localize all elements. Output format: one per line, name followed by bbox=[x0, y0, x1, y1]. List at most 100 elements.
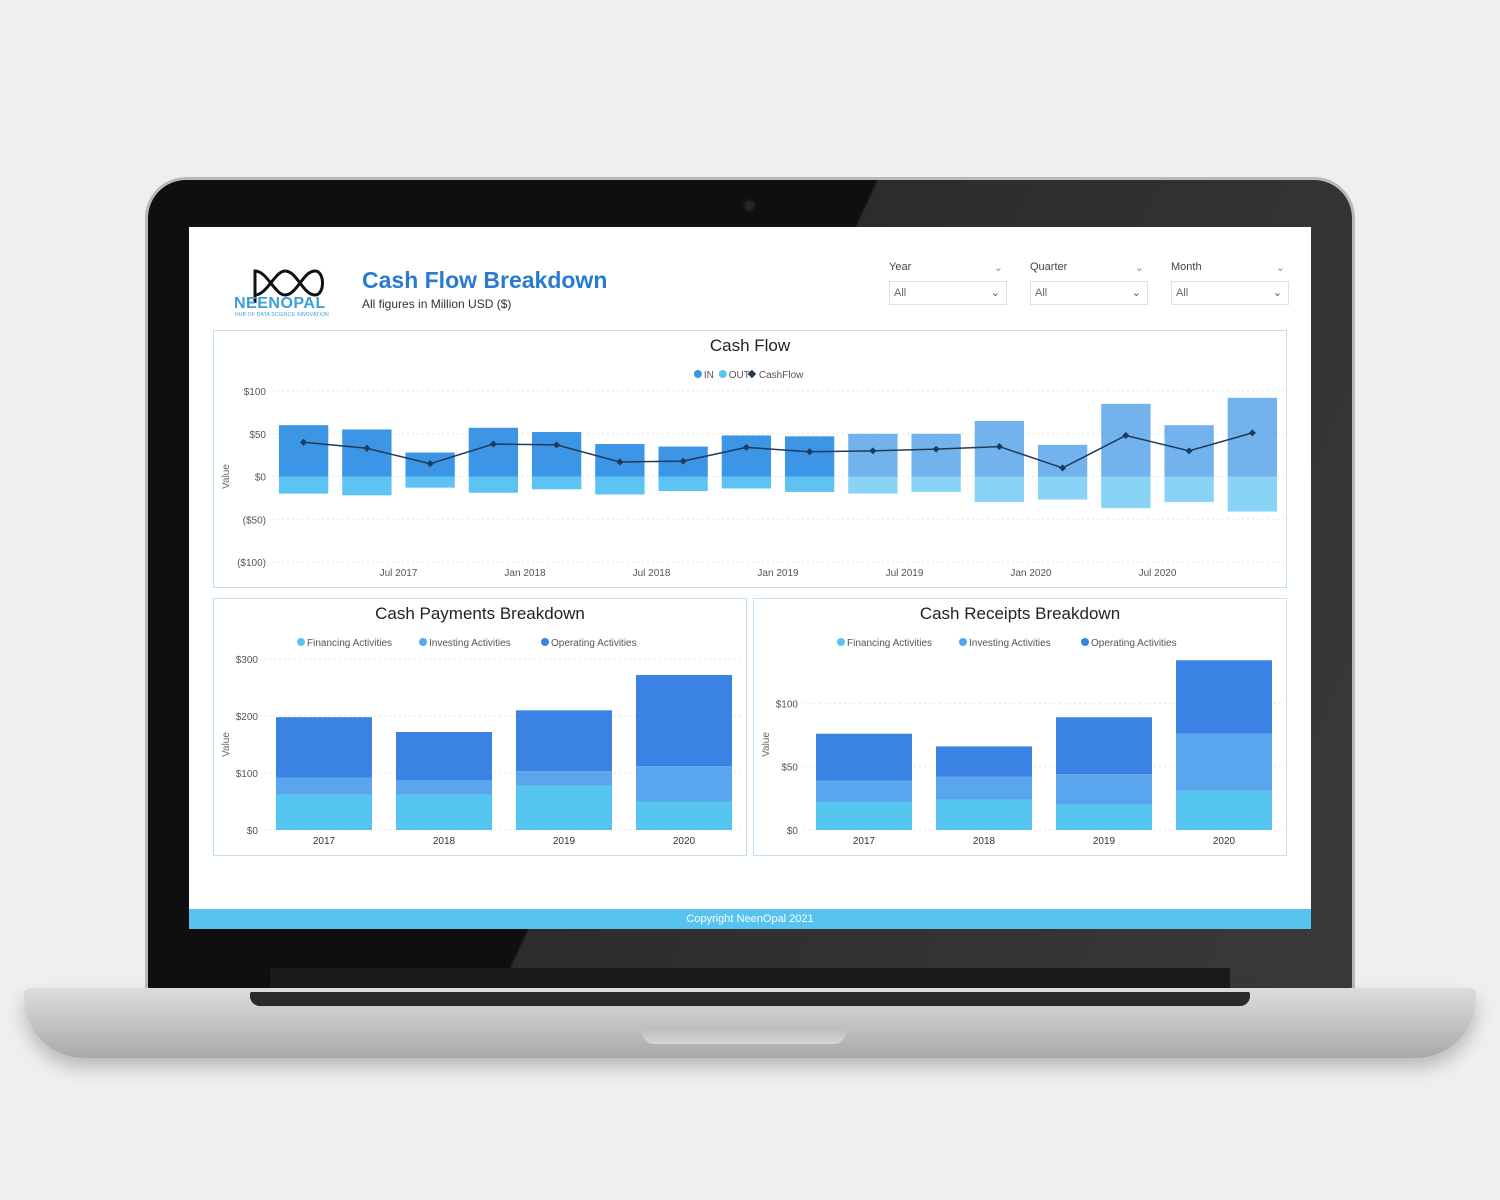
y-tick-label: $100 bbox=[236, 769, 259, 780]
x-tick-label: Jan 2018 bbox=[504, 568, 546, 579]
bar-out bbox=[1037, 476, 1088, 500]
chart-title: Cash Flow bbox=[710, 336, 791, 355]
bar-segment bbox=[1056, 717, 1152, 775]
month-slicer: Month ⌄ All ⌄ bbox=[1171, 261, 1289, 305]
x-tick-label: 2018 bbox=[433, 836, 456, 847]
y-tick-label: $200 bbox=[236, 712, 259, 723]
legend-label: Financing Activities bbox=[307, 638, 392, 649]
legend-marker bbox=[959, 638, 967, 646]
x-tick-label: Jul 2017 bbox=[380, 568, 418, 579]
x-tick-label: 2020 bbox=[1213, 836, 1236, 847]
chevron-down-icon: ⌄ bbox=[990, 287, 1000, 299]
bar-out bbox=[468, 476, 519, 493]
brand-tagline: HUB OF DATA SCIENCE INNOVATION bbox=[235, 312, 329, 318]
legend-label: Operating Activities bbox=[551, 638, 637, 649]
bar-segment bbox=[1176, 660, 1272, 734]
bar-segment bbox=[516, 771, 612, 786]
bar-segment bbox=[816, 780, 912, 803]
bar-out bbox=[595, 476, 645, 495]
x-tick-label: 2017 bbox=[853, 836, 876, 847]
cashflow-line bbox=[303, 432, 1253, 469]
year-dropdown-value: All bbox=[894, 287, 907, 299]
bar-in bbox=[848, 433, 898, 477]
cashflow-point bbox=[995, 443, 1003, 451]
cashflow-point bbox=[426, 460, 434, 468]
legend-label: Investing Activities bbox=[969, 638, 1051, 649]
bar-segment bbox=[636, 674, 732, 767]
bar-out bbox=[1101, 476, 1151, 509]
x-tick-label: 2019 bbox=[553, 836, 576, 847]
bar-segment bbox=[396, 794, 492, 830]
legend-label: Investing Activities bbox=[429, 638, 511, 649]
y-axis-title: Value bbox=[221, 732, 232, 757]
bar-segment bbox=[276, 794, 372, 830]
cash-flow-chart: Cash Flow IN OUT CashFlow Value $100 $50 $0 ($50… bbox=[221, 336, 1284, 579]
legend-label: Operating Activities bbox=[1091, 638, 1177, 649]
cash-receipts-chart: Cash Receipts Breakdown Financing Activit… bbox=[761, 604, 1284, 847]
bar-in bbox=[531, 432, 582, 477]
page-subtitle: All figures in Million USD ($) bbox=[362, 297, 512, 311]
bar-out bbox=[721, 476, 772, 489]
bar-segment bbox=[396, 780, 492, 795]
quarter-slicer-label: Quarter bbox=[1030, 261, 1068, 273]
year-slicer-label: Year bbox=[889, 261, 912, 273]
neenopal-logo-icon bbox=[253, 269, 324, 303]
legend-label: OUT bbox=[729, 370, 750, 381]
cashflow-point bbox=[742, 443, 750, 451]
y-axis-title: Value bbox=[221, 464, 232, 489]
legend-marker bbox=[297, 638, 305, 646]
cashflow-point bbox=[616, 458, 624, 466]
legend-marker bbox=[693, 370, 702, 378]
x-tick-label: 2018 bbox=[973, 836, 996, 847]
year-dropdown[interactable]: All ⌄ bbox=[889, 281, 1007, 305]
month-dropdown-value: All bbox=[1176, 287, 1189, 299]
y-axis-title: Value bbox=[761, 732, 772, 757]
y-tick-label: $100 bbox=[244, 387, 267, 398]
bar-out bbox=[911, 476, 961, 492]
bar-in bbox=[784, 436, 835, 477]
y-tick-label: $50 bbox=[781, 763, 798, 774]
bar-segment bbox=[936, 799, 1032, 830]
x-tick-label: 2017 bbox=[313, 836, 336, 847]
legend-label: Financing Activities bbox=[847, 638, 932, 649]
quarter-dropdown[interactable]: All ⌄ bbox=[1030, 281, 1148, 305]
quarter-dropdown-value: All bbox=[1035, 287, 1048, 299]
bar-segment bbox=[276, 777, 372, 795]
cashflow-point bbox=[869, 447, 877, 455]
laptop-keyboard-edge bbox=[250, 992, 1250, 1006]
chevron-down-icon[interactable]: ⌄ bbox=[993, 262, 1003, 274]
x-tick-label: 2019 bbox=[1093, 836, 1116, 847]
bar-segment bbox=[636, 766, 732, 802]
bar-out bbox=[531, 476, 582, 490]
bar-segment bbox=[1056, 774, 1152, 805]
brand-name: NEENOPAL bbox=[234, 295, 326, 312]
chart-title: Cash Payments Breakdown bbox=[375, 604, 585, 623]
y-tick-label: $0 bbox=[787, 826, 799, 837]
bar-segment bbox=[516, 785, 612, 830]
y-tick-label: ($50) bbox=[243, 515, 266, 526]
legend-marker bbox=[1081, 638, 1089, 646]
x-tick-label: Jul 2018 bbox=[633, 568, 671, 579]
legend-label: CashFlow bbox=[759, 370, 804, 381]
x-tick-label: Jul 2019 bbox=[886, 568, 924, 579]
bar-segment bbox=[636, 801, 732, 830]
cashflow-point bbox=[363, 444, 371, 452]
bar-segment bbox=[1056, 804, 1152, 830]
bar-in bbox=[911, 433, 961, 477]
cash-payments-panel: Cash Payments Breakdown Financing Activit… bbox=[213, 598, 747, 856]
chevron-down-icon[interactable]: ⌄ bbox=[1275, 262, 1285, 274]
y-tick-label: $0 bbox=[247, 826, 259, 837]
bar-out bbox=[974, 476, 1025, 503]
bar-segment bbox=[1176, 733, 1272, 791]
month-dropdown[interactable]: All ⌄ bbox=[1171, 281, 1289, 305]
laptop-opening-notch bbox=[642, 1028, 846, 1044]
x-tick-label: 2020 bbox=[673, 836, 696, 847]
y-tick-label: ($100) bbox=[237, 558, 266, 569]
cashflow-point bbox=[300, 438, 308, 446]
cash-payments-chart: Cash Payments Breakdown Financing Activit… bbox=[221, 604, 744, 847]
y-tick-label: $100 bbox=[776, 699, 799, 710]
bar-out bbox=[1227, 476, 1278, 512]
legend-marker bbox=[837, 638, 845, 646]
chevron-down-icon[interactable]: ⌄ bbox=[1134, 262, 1144, 274]
y-tick-label: $50 bbox=[249, 430, 266, 441]
